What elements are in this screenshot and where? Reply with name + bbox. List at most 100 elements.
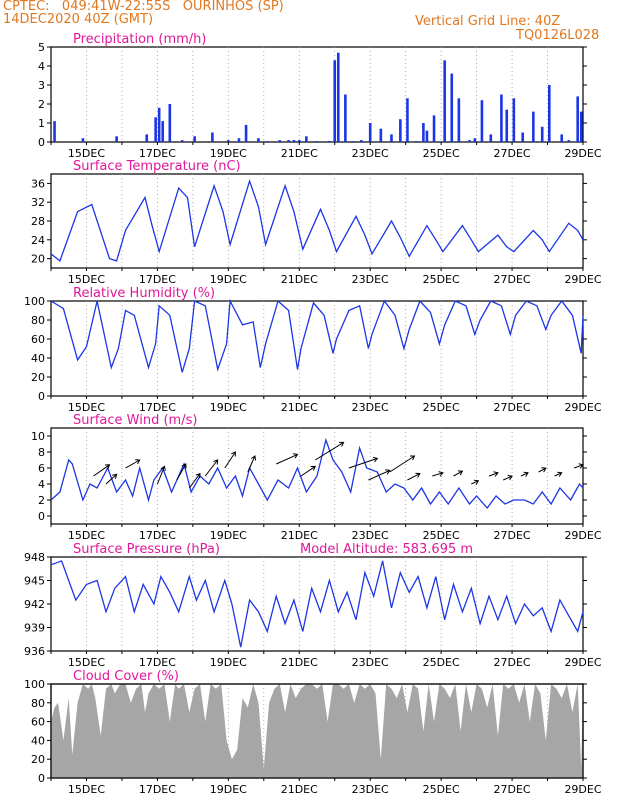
- wind-vector: [471, 480, 479, 485]
- wind-vector: [314, 441, 344, 461]
- precip-bar: [257, 138, 260, 142]
- x-tick-label: 15DEC: [68, 656, 105, 669]
- x-tick-label: 29DEC: [564, 401, 601, 414]
- precip-bar: [512, 98, 516, 142]
- x-tick-label: 21DEC: [281, 147, 318, 160]
- wind-arrowhead: [104, 464, 111, 470]
- wind-arrowhead: [231, 451, 236, 457]
- wind-vector: [176, 463, 187, 481]
- precip-bar: [351, 141, 354, 142]
- wind-vector: [432, 472, 444, 477]
- panel-title: Surface Temperature (nC): [73, 159, 241, 174]
- precip-bar: [368, 123, 372, 142]
- wind-vector: [407, 473, 421, 481]
- wind-vector: [520, 472, 529, 477]
- y-tick-label: 5: [38, 41, 45, 54]
- x-tick-label: 27DEC: [494, 273, 531, 286]
- y-tick-label: 4: [38, 478, 45, 491]
- wind-vector: [224, 451, 236, 469]
- precip-bar: [473, 138, 477, 142]
- precip-bar: [333, 60, 337, 142]
- precip-bar: [157, 107, 161, 142]
- wind-arrowhead: [195, 472, 201, 479]
- precip-bar: [489, 134, 493, 142]
- wind-vector: [453, 470, 463, 477]
- wind-vector: [348, 457, 378, 469]
- wind-vector: [368, 469, 390, 481]
- y-tick-label: 100: [24, 678, 45, 691]
- wind-arrowhead: [507, 475, 513, 481]
- x-tick-label: 23DEC: [352, 401, 389, 414]
- y-tick-label: 60: [31, 716, 45, 729]
- precip-bar: [579, 111, 583, 142]
- x-tick-label: 15DEC: [68, 783, 105, 796]
- x-tick-label: 27DEC: [494, 783, 531, 796]
- panel-rh: 0 20 40 60 80 100 15DEC 17DEC 19DEC 21DEC 23DEC 25D…: [24, 286, 602, 414]
- x-tick-label: 21DEC: [281, 529, 318, 542]
- y-tick-label: 100: [24, 295, 45, 308]
- precip-bar: [227, 140, 230, 142]
- y-tick-label: 20: [31, 253, 45, 266]
- x-tick-label: 15DEC: [68, 147, 105, 160]
- x-tick-label: 17DEC: [139, 783, 176, 796]
- precip-bar: [115, 136, 118, 142]
- panel-title: Relative Humidity (%): [73, 286, 215, 301]
- x-tick-label: 21DEC: [281, 783, 318, 796]
- y-tick-label: 948: [24, 551, 45, 564]
- x-tick-label: 21DEC: [281, 656, 318, 669]
- x-tick-label: 29DEC: [564, 783, 601, 796]
- x-tick-label: 19DEC: [210, 783, 247, 796]
- series-line: [50, 560, 584, 648]
- x-tick-label: 23DEC: [352, 656, 389, 669]
- y-tick-label: 6: [38, 462, 45, 475]
- x-tick-label: 17DEC: [139, 273, 176, 286]
- precip-bar: [266, 141, 269, 142]
- precip-bar: [468, 140, 471, 142]
- panel-frame: [50, 427, 584, 525]
- x-tick-label: 25DEC: [423, 656, 460, 669]
- y-tick-label: 60: [31, 333, 45, 346]
- panel-title: Cloud Cover (%): [73, 669, 179, 684]
- x-tick-label: 29DEC: [564, 273, 601, 286]
- precip-bar: [450, 73, 454, 142]
- wind-arrowhead: [557, 471, 563, 477]
- x-tick-label: 19DEC: [210, 529, 247, 542]
- y-tick-label: 0: [38, 136, 45, 149]
- precip-bar: [278, 140, 282, 142]
- wind-vector: [93, 464, 110, 477]
- series-line: [50, 179, 584, 262]
- panel-precip: 0 1 2 3 4 5 15DEC 17DEC 19DEC 21DEC 23DEC 25DEC 27DE…: [38, 32, 602, 160]
- y-tick-label: 20: [31, 753, 45, 766]
- x-tick-label: 29DEC: [564, 529, 601, 542]
- wind-arrowhead: [541, 467, 547, 473]
- x-tick-label: 21DEC: [281, 401, 318, 414]
- y-tick-label: 1: [38, 117, 45, 130]
- precip-bar: [81, 138, 85, 142]
- y-tick-label: 0: [38, 390, 45, 403]
- x-tick-label: 27DEC: [494, 147, 531, 160]
- wind-arrowhead: [493, 471, 499, 477]
- precip-bar: [287, 140, 290, 142]
- x-tick-label: 19DEC: [210, 401, 247, 414]
- wind-vector: [300, 465, 316, 477]
- y-tick-label: 4: [38, 60, 45, 73]
- x-tick-label: 27DEC: [494, 656, 531, 669]
- wind-arrowhead: [523, 471, 529, 477]
- panel-temp: 20 24 28 32 36 15DEC 17DEC 19DEC 21DEC 23DEC 25DEC…: [31, 159, 602, 286]
- precip-bar: [406, 98, 409, 142]
- precip-bar: [379, 128, 383, 142]
- wind-arrowhead: [578, 463, 584, 469]
- precip-bar: [180, 140, 184, 142]
- panel-frame: [50, 300, 584, 397]
- wind-arrowhead: [415, 472, 421, 478]
- wind-vector: [488, 472, 499, 477]
- y-tick-label: 942: [24, 598, 45, 611]
- wind-arrowhead: [457, 470, 464, 476]
- precip-bar: [315, 141, 319, 142]
- x-tick-label: 27DEC: [494, 529, 531, 542]
- x-tick-label: 15DEC: [68, 273, 105, 286]
- panel-title: Precipitation (mm/h): [73, 32, 206, 47]
- wind-arrowhead: [160, 465, 166, 471]
- y-tick-label: 8: [38, 446, 45, 459]
- precip-bar: [161, 121, 165, 142]
